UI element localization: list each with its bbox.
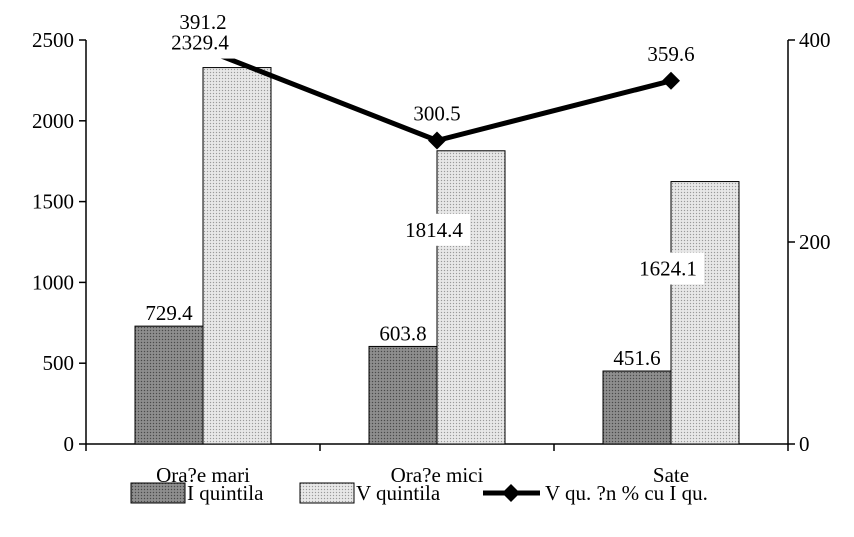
y-left-tick-label: 500	[43, 351, 75, 375]
bar-value-label: 603.8	[379, 321, 426, 345]
legend-swatch	[130, 482, 186, 504]
legend-label: V qu. ?n % cu I qu.	[545, 481, 708, 505]
bar	[202, 67, 272, 445]
bar-value-label: 451.6	[613, 346, 660, 370]
y-left-tick-label: 0	[64, 432, 75, 456]
data-labels: 729.4 603.8 451.6 2329.4 1814.4 1624.1 391.2 30…	[145, 10, 704, 370]
bar	[670, 181, 740, 445]
bar-value-label-bg	[632, 252, 704, 285]
bars	[134, 67, 740, 445]
x-tick-label: Ora?e mici	[391, 463, 484, 487]
line-value-label: 391.2	[179, 10, 226, 34]
legend-swatch	[299, 482, 355, 504]
bar	[436, 150, 506, 445]
bar-value-label: 2329.4	[171, 31, 229, 55]
legend-label: V quintila	[356, 481, 441, 505]
bar-value-label: 1814.4	[405, 218, 463, 242]
bar-value-label: 729.4	[145, 301, 193, 325]
y-left-tick-label: 2000	[32, 109, 74, 133]
y-left-tick-label: 1500	[32, 190, 74, 214]
legend-label: I quintila	[187, 481, 264, 505]
line-point-marker	[428, 131, 446, 150]
y-right-tick-label: 400	[799, 28, 831, 52]
legend-diamond-marker	[502, 484, 520, 502]
y-left-tick-label: 1000	[32, 270, 74, 294]
legend: I quintila V quintila V qu. ?n % cu I qu.	[130, 481, 708, 505]
line-value-label: 300.5	[413, 101, 460, 125]
bar-value-label: 1624.1	[639, 257, 697, 281]
bar	[134, 325, 204, 445]
y-right-tick-label: 0	[799, 432, 810, 456]
bar	[602, 370, 672, 445]
line-value-label: 359.6	[647, 42, 694, 66]
y-left-tick-label: 2500	[32, 28, 74, 52]
y-right-tick-label: 200	[799, 230, 831, 254]
line-point-marker	[662, 71, 680, 90]
bar-value-label-bg	[398, 213, 470, 246]
x-tick-label: Sate	[653, 463, 689, 487]
bar-value-label-bg	[164, 26, 236, 59]
line-path	[202, 46, 672, 144]
bar	[368, 345, 438, 445]
